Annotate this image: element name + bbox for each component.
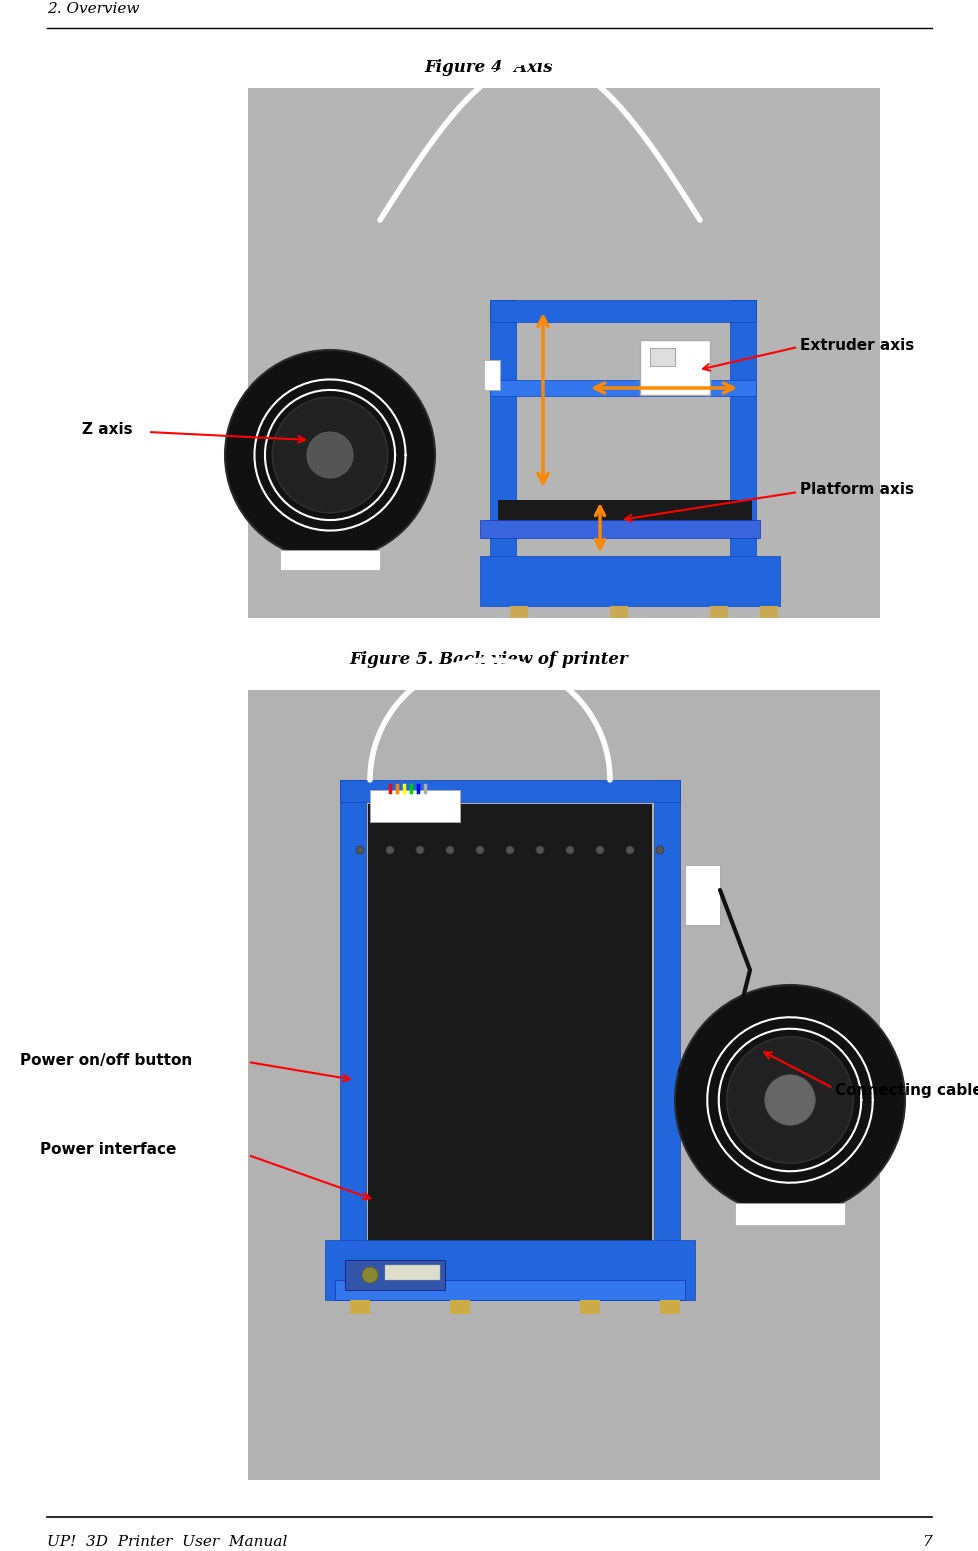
Bar xyxy=(640,340,709,396)
Circle shape xyxy=(625,845,634,855)
Circle shape xyxy=(446,845,454,855)
Bar xyxy=(490,299,755,323)
Bar xyxy=(653,780,680,1270)
Circle shape xyxy=(764,1075,815,1126)
Bar xyxy=(479,520,759,538)
Bar xyxy=(510,606,527,617)
Bar xyxy=(344,1259,445,1290)
Bar xyxy=(370,789,460,822)
Bar xyxy=(759,606,778,617)
Bar xyxy=(339,780,366,1270)
Circle shape xyxy=(726,1036,853,1163)
Text: Platform axis: Platform axis xyxy=(799,482,913,498)
Circle shape xyxy=(356,845,364,855)
Circle shape xyxy=(225,351,434,560)
Bar xyxy=(649,347,674,366)
Bar xyxy=(709,606,728,617)
Circle shape xyxy=(416,845,423,855)
Text: Figure 5. Back view of printer: Figure 5. Back view of printer xyxy=(349,651,628,668)
Circle shape xyxy=(535,845,544,855)
Bar xyxy=(730,299,755,589)
Circle shape xyxy=(655,845,663,855)
Bar xyxy=(483,360,500,389)
Bar xyxy=(490,380,755,396)
Bar xyxy=(450,1300,469,1314)
Bar xyxy=(247,690,879,1480)
Text: Power interface: Power interface xyxy=(40,1143,176,1157)
Bar xyxy=(368,803,651,1244)
Text: 2. Overview: 2. Overview xyxy=(47,2,139,16)
Bar xyxy=(280,551,379,571)
Bar xyxy=(479,555,779,606)
Bar xyxy=(659,1300,680,1314)
Circle shape xyxy=(475,845,483,855)
Text: UP!  3D  Printer  User  Manual: UP! 3D Printer User Manual xyxy=(47,1535,288,1549)
Bar xyxy=(609,606,627,617)
Text: Z axis: Z axis xyxy=(82,422,132,437)
Text: Figure 4. Axis: Figure 4. Axis xyxy=(424,59,553,76)
Circle shape xyxy=(306,431,353,478)
Text: Extruder axis: Extruder axis xyxy=(799,338,913,352)
Text: Connecting cable: Connecting cable xyxy=(834,1083,978,1098)
Bar xyxy=(490,299,515,589)
Circle shape xyxy=(272,397,387,513)
Circle shape xyxy=(385,845,393,855)
Circle shape xyxy=(596,845,603,855)
Bar xyxy=(325,1239,694,1300)
Bar xyxy=(247,88,879,617)
Circle shape xyxy=(674,985,904,1214)
Text: Power on/off button: Power on/off button xyxy=(20,1053,192,1067)
Bar xyxy=(247,88,879,617)
Bar xyxy=(579,1300,600,1314)
Circle shape xyxy=(362,1267,378,1283)
Bar xyxy=(685,865,719,924)
Bar xyxy=(334,1280,685,1300)
Bar xyxy=(384,1266,439,1280)
Bar xyxy=(498,499,751,523)
Bar xyxy=(734,1204,844,1225)
Circle shape xyxy=(565,845,573,855)
Bar xyxy=(339,780,680,802)
Text: 7: 7 xyxy=(921,1535,931,1549)
Circle shape xyxy=(506,845,513,855)
Bar xyxy=(350,1300,370,1314)
